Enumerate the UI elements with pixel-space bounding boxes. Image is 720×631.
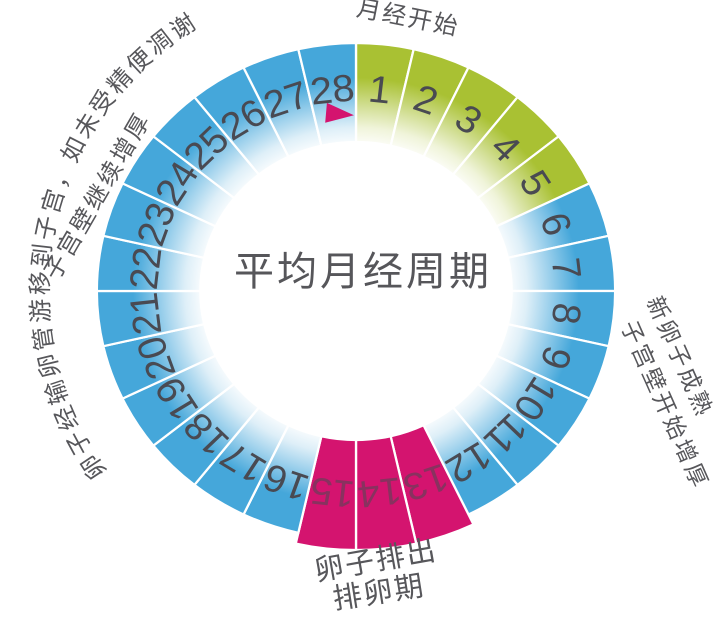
day-number-14: 14	[355, 468, 404, 515]
day-number-22: 22	[122, 245, 171, 292]
current-day-arrow-icon	[325, 102, 354, 123]
label-menstruation-start: 月经开始	[354, 0, 461, 41]
day-number-15: 15	[308, 468, 357, 515]
day-number-8: 8	[543, 301, 589, 327]
center-title: 平均月经周期	[234, 250, 492, 294]
day-number-1: 1	[366, 68, 393, 112]
segment-day-28	[296, 41, 358, 148]
day-number-21: 21	[122, 290, 171, 337]
day-number-7: 7	[543, 256, 589, 282]
cycle-ring: 1 2 34567891011121314151617181920212223242…	[95, 41, 617, 552]
